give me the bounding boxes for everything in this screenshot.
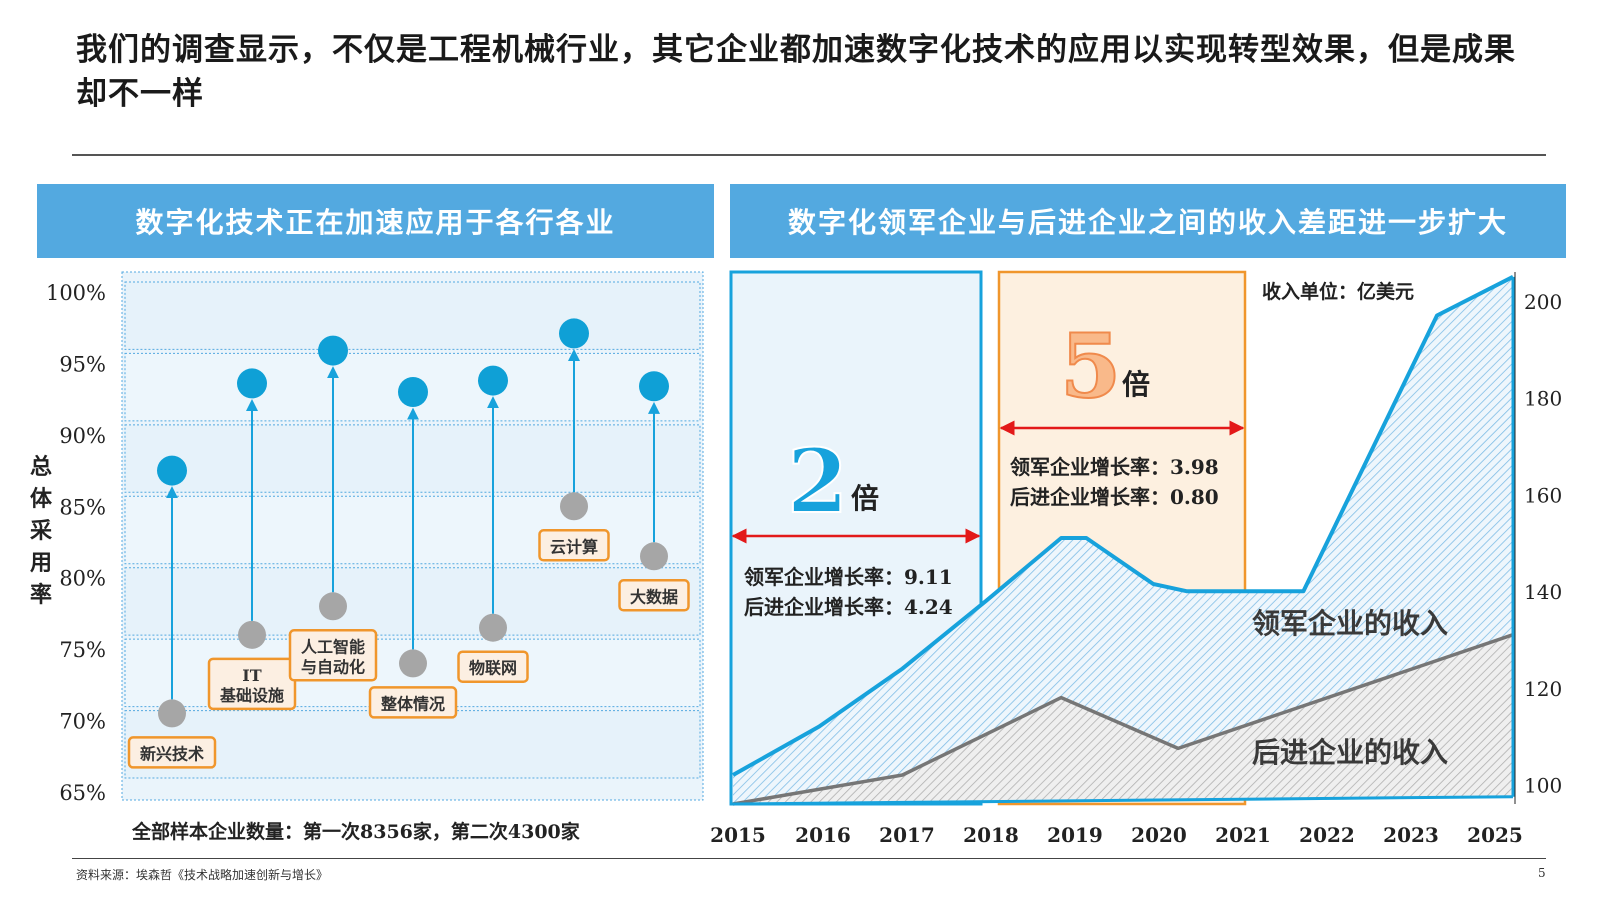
revenue-x-tick-label: 2019: [1047, 823, 1103, 847]
adoption-point-second-survey: [237, 368, 267, 399]
adoption-band: [124, 710, 701, 779]
revenue-x-tick-label: 2018: [963, 823, 1019, 847]
multiple-2-value: 2: [787, 429, 848, 533]
adoption-y-tick-label: 90%: [59, 424, 106, 448]
svg-text:与自动化: 与自动化: [301, 657, 365, 676]
laggard-revenue-label: 后进企业的收入: [1252, 736, 1448, 769]
revenue-x-tick-label: 2025: [1467, 823, 1523, 847]
adoption-y-tick-label: 95%: [59, 352, 106, 376]
revenue-baseline: [732, 795, 1514, 806]
adoption-point-first-survey: [158, 699, 186, 728]
svg-text:物联网: 物联网: [469, 659, 517, 678]
adoption-y-tick-label: 80%: [59, 567, 106, 591]
adoption-point-first-survey: [319, 592, 347, 621]
revenue-x-tick-label: 2021: [1215, 823, 1271, 847]
adoption-y-tick-label: 70%: [59, 710, 106, 734]
leader-revenue-area: [733, 276, 1513, 804]
revenue-y-tick-label: 140: [1524, 580, 1562, 604]
adoption-band: [124, 281, 701, 350]
laggard-revenue-line: [732, 633, 1514, 806]
adoption-point-first-survey: [560, 492, 588, 521]
adoption-y-tick-label: 65%: [59, 781, 106, 805]
technology-label: 新兴技术: [127, 736, 217, 769]
multiple-2-unit: 倍: [851, 482, 879, 515]
right-panel-banner: 数字化领军企业与后进企业之间的收入差距进一步扩大: [730, 184, 1566, 258]
revenue-unit-label: 收入单位：亿美元: [1262, 280, 1414, 303]
technology-label: 物联网: [457, 650, 529, 683]
adoption-band: [124, 352, 701, 422]
adoption-band: [124, 424, 701, 493]
page-title: 我们的调查显示，不仅是工程机械行业，其它企业都加速数字化技术的应用以实现转型效果…: [76, 32, 1516, 112]
svg-text:整体情况: 整体情况: [380, 694, 445, 713]
leader-growth-2015-2017: 领军企业增长率：9.11: [744, 565, 953, 589]
adoption-band: [124, 567, 701, 636]
source-note: 资料来源：埃森哲《技术战略加速创新与增长》: [76, 868, 329, 882]
technology-label: 大数据: [618, 579, 690, 612]
adoption-point-second-survey: [398, 377, 428, 407]
revenue-x-tick-label: 2015: [710, 823, 766, 847]
adoption-plot-area: [121, 271, 704, 801]
adoption-y-axis-label: 总体采用率: [30, 454, 53, 608]
period-box-2018-2021: [997, 270, 1247, 806]
adoption-y-tick-label: 100%: [46, 281, 106, 305]
adoption-point-second-survey: [559, 318, 589, 349]
left-panel-banner: 数字化技术正在加速应用于各行各业: [37, 184, 714, 258]
page-number: 5: [1538, 866, 1546, 880]
laggard-revenue-area: [733, 634, 1513, 804]
multiple-5-unit: 倍: [1122, 368, 1150, 401]
revenue-x-tick-label: 2020: [1131, 823, 1187, 847]
svg-text:大数据: 大数据: [630, 587, 678, 606]
leader-revenue-label: 领军企业的收入: [1252, 607, 1448, 640]
adoption-point-first-survey: [399, 649, 427, 678]
laggard-growth-2018-2021: 后进企业增长率：0.80: [1010, 485, 1219, 509]
technology-label: 整体情况: [368, 686, 458, 719]
revenue-x-tick-label: 2022: [1299, 823, 1355, 847]
svg-text:云计算: 云计算: [550, 537, 598, 556]
technology-label: 云计算: [538, 529, 610, 562]
leader-growth-2018-2021: 领军企业增长率：3.98: [1010, 455, 1219, 479]
footer-divider: [72, 858, 1546, 859]
svg-text:新兴技术: 新兴技术: [140, 744, 204, 763]
adoption-y-tick-label: 85%: [59, 495, 106, 519]
svg-text:人工智能: 人工智能: [301, 637, 365, 656]
revenue-x-tick-label: 2017: [879, 823, 935, 847]
revenue-y-tick-label: 100: [1524, 774, 1562, 798]
adoption-point-first-survey: [238, 620, 266, 649]
multiple-5-value: 5: [1060, 314, 1121, 418]
revenue-x-tick-label: 2016: [795, 823, 851, 847]
revenue-x-tick-label: 2023: [1383, 823, 1439, 847]
adoption-point-second-survey: [478, 365, 508, 396]
svg-text:IT: IT: [242, 666, 261, 685]
revenue-y-tick-label: 160: [1524, 483, 1562, 507]
adoption-y-tick-label: 75%: [59, 638, 106, 662]
sample-size-note: 全部样本企业数量：第一次8356家，第二次4300家: [131, 820, 581, 843]
adoption-band: [124, 638, 701, 708]
title-divider: [72, 154, 1546, 156]
adoption-point-second-survey: [639, 371, 669, 402]
adoption-point-first-survey: [479, 613, 507, 642]
adoption-point-second-survey: [318, 335, 348, 366]
adoption-point-first-survey: [640, 542, 668, 571]
revenue-y-tick-label: 200: [1524, 290, 1562, 314]
revenue-y-tick-label: 180: [1524, 387, 1562, 411]
svg-text:基础设施: 基础设施: [219, 686, 284, 705]
period-box-2015-2017: [729, 270, 983, 806]
adoption-band: [124, 495, 701, 565]
adoption-point-second-survey: [157, 455, 187, 486]
revenue-y-tick-label: 120: [1524, 677, 1562, 701]
leader-revenue-line: [732, 275, 1514, 777]
laggard-growth-2015-2017: 后进企业增长率：4.24: [744, 595, 953, 619]
